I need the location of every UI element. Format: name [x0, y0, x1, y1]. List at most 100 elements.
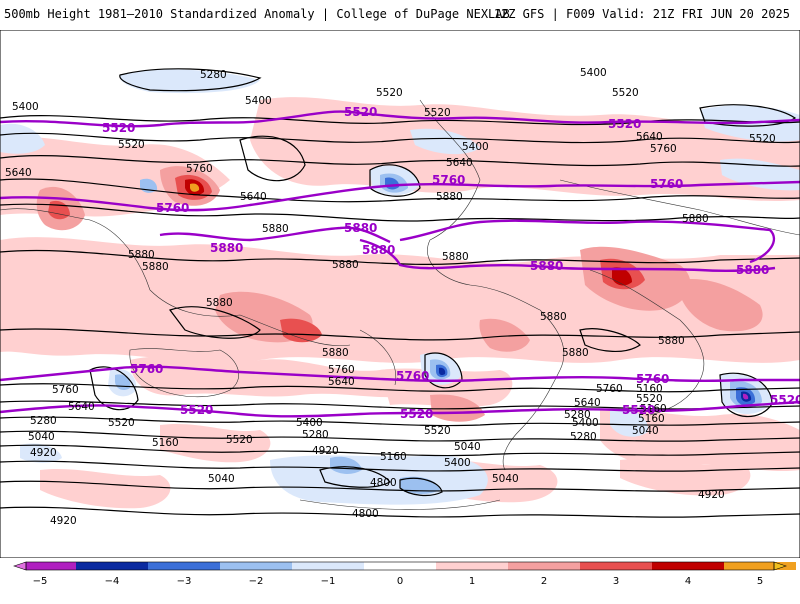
map-title: 500mb Height 1981–2010 Standardized Anom… — [4, 7, 510, 21]
colorbar-bin — [472, 562, 508, 570]
contour-label: 5880 — [210, 241, 243, 255]
colorbar-bin — [652, 562, 688, 570]
colorbar-bin — [292, 562, 328, 570]
contour-label: 5640 — [240, 191, 267, 203]
anomaly-map: 5280 5400 5520 5400 5520 5520 5400 5640 … — [0, 30, 800, 558]
model-run-info: 12Z GFS | F009 Valid: 21Z FRI JUN 20 202… — [493, 7, 790, 21]
contour-label: 5040 — [28, 431, 55, 443]
contour-label: 5520 — [622, 403, 655, 417]
colorbar-tick-label: 5 — [757, 576, 763, 587]
contour-label: 5520 — [180, 403, 213, 417]
highlight-contours — [0, 110, 800, 418]
contour-label: 5280 — [30, 415, 57, 427]
contour-label: 5520 — [118, 139, 145, 151]
colorbar-tick-label: 1 — [469, 576, 475, 587]
contour-label: 5760 — [186, 163, 213, 175]
colorbar-bin — [616, 562, 652, 570]
contour-label: 5160 — [380, 451, 407, 463]
contour-label: 5760 — [636, 372, 669, 386]
contour-label: 5880 — [128, 249, 155, 261]
contour-label: 5400 — [444, 457, 471, 469]
contour-label: 5760 — [432, 173, 465, 187]
contour-label: 5880 — [436, 191, 463, 203]
contour-label: 5880 — [322, 347, 349, 359]
colorbar-scale: −5 −4 −3 −2 −1 0 1 2 3 4 5 — [13, 561, 796, 587]
colorbar-bin — [184, 562, 220, 570]
colorbar-bin — [148, 562, 184, 570]
colorbar-bin — [76, 562, 112, 570]
contour-label: 5760 — [596, 383, 623, 395]
contour-label: 5760 — [156, 201, 189, 215]
colorbar-tick-label: 3 — [613, 576, 619, 587]
contour-label: 5520 — [226, 434, 253, 446]
contour-label: 5400 — [580, 67, 607, 79]
colorbar-bin — [40, 562, 76, 570]
colorbar-bin — [508, 562, 544, 570]
contour-label: 5880 — [442, 251, 469, 263]
contour-label: 5040 — [208, 473, 235, 485]
contour-label: 5400 — [572, 417, 599, 429]
contour-label: 5880 — [530, 259, 563, 273]
contour-label: 5880 — [262, 223, 289, 235]
colorbar-tick-label: −1 — [321, 576, 336, 587]
contour-label: 5880 — [332, 259, 359, 271]
positive-anomaly-shading — [0, 97, 800, 509]
colorbar-tick-label: −5 — [33, 576, 48, 587]
contour-label: 5520 — [612, 87, 639, 99]
colorbar-bin — [580, 562, 616, 570]
purple-contour-labels: 5520 5520 5520 5760 5760 5760 5880 5880 … — [102, 105, 800, 421]
colorbar-tick-label: 2 — [541, 576, 547, 587]
contour-label: 5520 — [770, 393, 800, 407]
map-canvas: 5280 5400 5520 5400 5520 5520 5400 5640 … — [0, 30, 800, 558]
contour-label: 4920 — [312, 445, 339, 457]
contour-label: 5160 — [638, 413, 665, 425]
contour-label: 5520 — [608, 117, 641, 131]
colorbar-tick-label: −2 — [249, 576, 264, 587]
contour-label: 5760 — [396, 369, 429, 383]
colorbar-tick-label: −4 — [105, 576, 120, 587]
contour-label: 5520 — [344, 105, 377, 119]
contour-label: 5640 — [328, 376, 355, 388]
contour-label: 5040 — [632, 425, 659, 437]
contour-label: 5400 — [245, 95, 272, 107]
contour-label: 5280 — [570, 431, 597, 443]
contour-label: 5760 — [650, 143, 677, 155]
colorbar-min-arrow — [13, 561, 27, 571]
colorbar-tick-label: −3 — [177, 576, 192, 587]
contour-label: 5520 — [636, 393, 663, 405]
map-header: 500mb Height 1981–2010 Standardized Anom… — [0, 0, 800, 30]
colorbar-frame — [25, 561, 775, 571]
contour-label: 5160 — [640, 403, 667, 415]
colorbar-bin — [544, 562, 580, 570]
contour-label: 5280 — [302, 429, 329, 441]
colorbar-bin — [112, 562, 148, 570]
contour-label: 5880 — [344, 221, 377, 235]
contour-label: 5640 — [446, 157, 473, 169]
colorbar-tick-label: 0 — [397, 576, 403, 587]
colorbar-bin — [328, 562, 364, 570]
contour-label: 5880 — [206, 297, 233, 309]
contour-label: 5880 — [540, 311, 567, 323]
contour-label: 5280 — [200, 69, 227, 81]
contour-label: 5760 — [130, 362, 163, 376]
contour-label: 5880 — [658, 335, 685, 347]
colorbar-bin — [256, 562, 292, 570]
anomaly-colorbar: −5 −4 −3 −2 −1 0 1 2 3 4 5 — [0, 558, 800, 600]
contour-label: 4800 — [352, 508, 379, 520]
contour-label: 5520 — [102, 121, 135, 135]
contour-label: 5640 — [574, 397, 601, 409]
contour-label: 5880 — [562, 347, 589, 359]
contour-label: 5040 — [454, 441, 481, 453]
contour-label: 5760 — [52, 384, 79, 396]
contour-label: 5160 — [152, 437, 179, 449]
contour-label: 4920 — [50, 515, 77, 527]
contour-label: 4920 — [30, 447, 57, 459]
contour-label: 5880 — [362, 243, 395, 257]
contour-label: 5640 — [68, 401, 95, 413]
colorbar-bin — [400, 562, 436, 570]
contour-label: 5520 — [108, 417, 135, 429]
contour-label: 5400 — [462, 141, 489, 153]
colorbar-bin — [220, 562, 256, 570]
colorbar-bin — [724, 562, 760, 570]
contour-label: 5760 — [650, 177, 683, 191]
